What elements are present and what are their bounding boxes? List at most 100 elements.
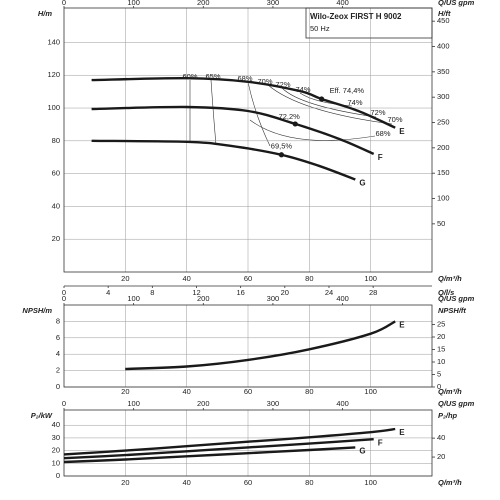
y2-tick-label: 50: [437, 219, 445, 228]
iso-line: [249, 119, 376, 141]
x2-axis-title: Q/US gpm: [438, 0, 475, 7]
curve-label: E: [399, 428, 405, 437]
y2-tick-label: 250: [437, 118, 450, 127]
x-tick-label: 100: [364, 274, 377, 283]
y2-tick-label: 15: [437, 344, 445, 353]
efficiency-annotation: 70%: [387, 115, 402, 124]
x2-tick-label: 200: [197, 399, 210, 408]
x-tick-label: 100: [364, 478, 377, 487]
y2-axis-title: H/ft: [438, 9, 451, 18]
curve: [63, 427, 396, 456]
chart-subtitle: 50 Hz: [310, 24, 330, 33]
x2-tick-label: 400: [336, 0, 349, 7]
y-tick-label: 140: [47, 37, 60, 46]
operating-point: [278, 152, 285, 158]
y-tick-label: 6: [56, 333, 60, 342]
x2-tick-label: 100: [127, 294, 140, 303]
operating-point: [292, 121, 298, 127]
y-tick-label: 2: [56, 366, 60, 375]
plot-frame: [63, 409, 433, 477]
y2-tick-label: 10: [437, 357, 445, 366]
x-tick-label: 20: [121, 478, 129, 487]
curve: [125, 320, 396, 371]
x2-tick-label: 400: [336, 399, 349, 408]
efficiency-annotation: 68%: [237, 74, 252, 83]
x2-tick-label: 100: [127, 0, 140, 7]
x2-tick-label: 400: [336, 294, 349, 303]
title-box: [305, 7, 433, 39]
y-tick-label: 120: [47, 70, 60, 79]
curve: [63, 446, 356, 464]
y2-tick-label: 300: [437, 92, 450, 101]
x-tick-label: 80: [305, 274, 313, 283]
x2-tick-label: 200: [197, 294, 210, 303]
y-tick-label: 4: [56, 349, 60, 358]
x3-tick-label: 12: [192, 288, 200, 297]
x-tick-label: 20: [121, 274, 129, 283]
x3-axis-title: Q/l/s: [438, 288, 454, 297]
curve-label: F: [378, 153, 383, 162]
x3-tick-label: 4: [106, 288, 110, 297]
y2-tick-label: 20: [437, 452, 445, 461]
efficiency-annotation: 74%: [295, 85, 310, 94]
curve: [63, 438, 374, 460]
y-tick-label: 100: [47, 103, 60, 112]
y-tick-label: 0: [56, 382, 60, 391]
x3-tick-label: 0: [62, 288, 66, 297]
x3-tick-label: 20: [281, 288, 289, 297]
iso-line: [247, 81, 271, 147]
y-tick-label: 30: [52, 433, 60, 442]
y-axis-title: P₂/kW: [31, 411, 53, 420]
y2-tick-label: 450: [437, 16, 450, 25]
y-tick-label: 40: [52, 420, 60, 429]
efficiency-annotation: 68%: [375, 129, 390, 138]
curve: [91, 139, 356, 181]
y2-tick-label: 350: [437, 67, 450, 76]
x-tick-label: 20: [121, 387, 129, 396]
x2-tick-label: 0: [62, 0, 66, 7]
x-tick-label: 40: [182, 387, 190, 396]
x-tick-label: 40: [182, 274, 190, 283]
y2-tick-label: 40: [437, 433, 445, 442]
y2-axis-title: NPSH/ft: [438, 306, 466, 315]
efficiency-annotation: 72%: [275, 80, 290, 89]
x-tick-label: 80: [305, 387, 313, 396]
curve-label: E: [399, 321, 405, 330]
x2-tick-label: 100: [127, 399, 140, 408]
y2-tick-label: 200: [437, 143, 450, 152]
efficiency-label: Eff. 74,4%: [330, 86, 365, 95]
x3-tick-label: 16: [236, 288, 244, 297]
x-axis-title: Q/m³/h: [438, 274, 462, 283]
x2-tick-label: 0: [62, 399, 66, 408]
y2-tick-label: 5: [437, 369, 441, 378]
y-tick-label: 80: [52, 136, 60, 145]
y2-tick-label: 150: [437, 168, 450, 177]
x2-axis-title: Q/US gpm: [438, 294, 475, 303]
y2-tick-label: 0: [437, 382, 441, 391]
y2-tick-label: 400: [437, 41, 450, 50]
x2-axis-title: Q/US gpm: [438, 399, 475, 408]
curve-label: G: [359, 179, 365, 188]
efficiency-label: 69,5%: [271, 142, 293, 151]
x3-tick-label: 8: [150, 288, 154, 297]
y-axis-title: H/m: [38, 9, 53, 18]
x-tick-label: 60: [244, 387, 252, 396]
efficiency-annotation: 72%: [370, 108, 385, 117]
iso-line: [210, 79, 217, 146]
y-tick-label: 60: [52, 169, 60, 178]
iso-line: [281, 87, 377, 118]
x-axis-title: Q/m³/h: [438, 478, 462, 487]
x2-tick-label: 300: [267, 0, 280, 7]
x-tick-label: 40: [182, 478, 190, 487]
efficiency-label: 72,2%: [279, 112, 301, 121]
curve-label: F: [378, 438, 383, 447]
efficiency-annotation: 74%: [347, 98, 362, 107]
y2-tick-label: 25: [437, 319, 445, 328]
efficiency-annotation: 60%: [182, 72, 197, 81]
y-tick-label: 0: [56, 471, 60, 480]
plot-frame: [63, 7, 433, 273]
x3-tick-label: 28: [369, 288, 377, 297]
x-tick-label: 60: [244, 478, 252, 487]
y2-tick-label: 100: [437, 194, 450, 203]
y2-axis-title: P₂/hp: [438, 411, 458, 420]
